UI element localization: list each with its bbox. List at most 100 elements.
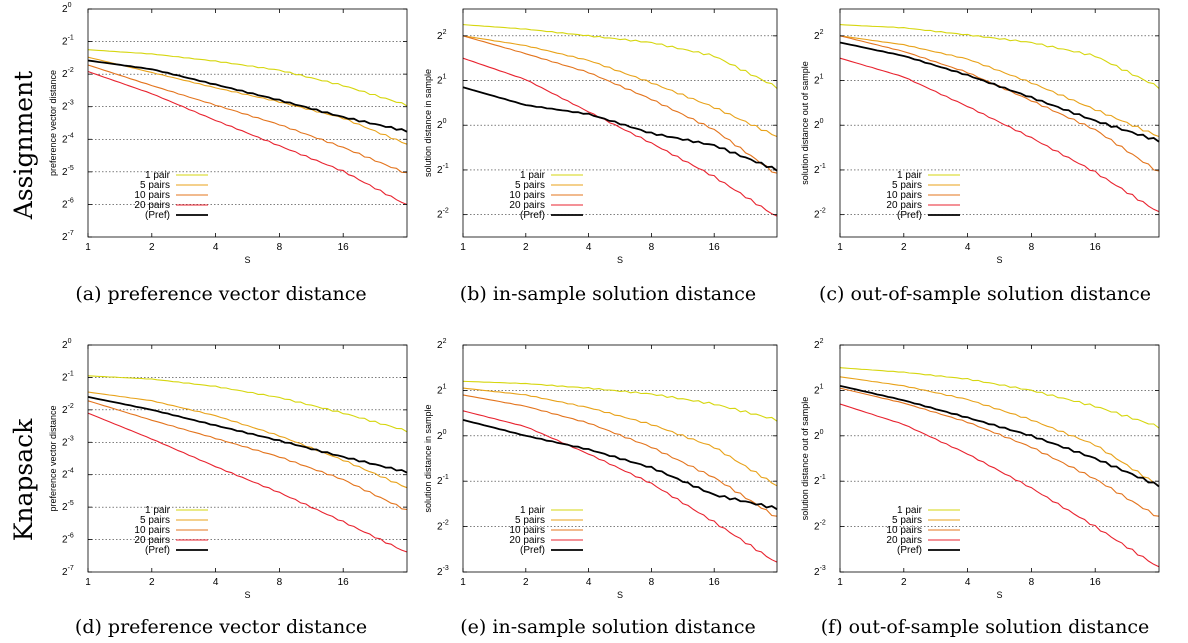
plot-frame <box>839 8 1160 238</box>
series-line-10-pairs <box>839 387 1160 517</box>
x-tick-label: 16 <box>1090 242 1102 253</box>
y-tick-label: 22 <box>814 338 824 351</box>
y-tick-label: 20 <box>437 118 447 131</box>
x-tick-label: 1 <box>460 577 466 588</box>
series-line-5-pairs <box>839 376 1160 487</box>
y-tick-label: 21 <box>437 74 447 87</box>
legend-label: 10 pairs <box>886 525 922 536</box>
legend-label: 5 pairs <box>892 180 922 191</box>
legend-label: (Pref) <box>897 545 922 556</box>
y-tick-label: 2-3 <box>62 100 74 113</box>
plot-frame <box>87 344 408 573</box>
series-line--pref- <box>462 86 778 172</box>
x-tick-label: 4 <box>586 577 592 588</box>
y-tick-label: 2-5 <box>62 500 74 513</box>
x-axis-label: S <box>244 590 250 600</box>
y-tick-label: 2-2 <box>814 208 826 221</box>
series-line-5-pairs <box>87 56 408 145</box>
legend-label: 10 pairs <box>509 190 545 201</box>
legend-label: 20 pairs <box>886 535 922 546</box>
y-tick-label: 21 <box>814 383 824 396</box>
x-axis-label: S <box>244 255 250 265</box>
series-line-1-pair <box>462 24 778 89</box>
caption-f: (f) out-of-sample solution distance <box>821 616 1149 638</box>
y-axis-label: solution distance out of sample <box>800 397 810 521</box>
legend-label: 20 pairs <box>134 535 170 546</box>
y-tick-label: 2-7 <box>62 230 74 243</box>
series-line-5-pairs <box>87 391 408 489</box>
series-line-10-pairs <box>839 35 1160 172</box>
legend-label: 5 pairs <box>892 515 922 526</box>
caption-a: (a) preference vector distance <box>75 283 366 305</box>
series-line-20-pairs <box>839 403 1160 568</box>
x-tick-label: 8 <box>1029 577 1035 588</box>
chart-panel-3: 1 2 4 8 16 S 20 2-1 2-2 2-3 2-4 2-5 2-6 2-7 preference… <box>48 338 408 600</box>
x-tick-label: 16 <box>709 577 721 588</box>
row-label-assignment: Assignment <box>9 71 38 220</box>
y-tick-label: 2-6 <box>62 197 74 210</box>
legend-label: 1 pair <box>897 505 923 516</box>
legend-label: 1 pair <box>145 170 171 181</box>
y-axis-label: solution distance out of sample <box>800 61 810 185</box>
x-tick-label: 4 <box>213 242 219 253</box>
series-line-1-pair <box>87 375 408 433</box>
x-tick-label: 2 <box>149 242 155 253</box>
y-tick-label: 21 <box>814 74 824 87</box>
y-tick-label: 21 <box>437 383 447 396</box>
series-line-10-pairs <box>87 64 408 174</box>
caption-d: (d) preference vector distance <box>75 616 367 638</box>
y-tick-label: 2-4 <box>62 468 74 481</box>
x-tick-label: 2 <box>149 577 155 588</box>
x-tick-label: 1 <box>85 242 91 253</box>
x-tick-label: 4 <box>213 577 219 588</box>
y-tick-label: 2-1 <box>437 163 449 176</box>
y-tick-label: 22 <box>437 29 447 42</box>
legend-label: (Pref) <box>145 545 170 556</box>
y-tick-label: 2-2 <box>437 520 449 533</box>
series-line-10-pairs <box>87 400 408 511</box>
y-tick-label: 2-2 <box>814 520 826 533</box>
legend-label: (Pref) <box>145 210 170 221</box>
series-line-20-pairs <box>462 410 778 563</box>
y-tick-label: 2-4 <box>62 132 74 145</box>
x-tick-label: 1 <box>460 242 466 253</box>
y-tick-label: 2-1 <box>62 370 74 383</box>
legend-label: 5 pairs <box>515 180 545 191</box>
x-tick-label: 16 <box>1090 577 1102 588</box>
x-tick-label: 2 <box>523 242 529 253</box>
series-line-20-pairs <box>462 57 778 217</box>
x-tick-label: 16 <box>338 242 350 253</box>
chart-panel-1: 1 2 4 8 16 S 22 21 20 2-1 2-2 solution distance in … <box>423 8 778 265</box>
legend-label: (Pref) <box>520 210 545 221</box>
series-line-1-pair <box>87 49 408 107</box>
legend-label: 5 pairs <box>140 180 170 191</box>
x-tick-label: 1 <box>837 242 843 253</box>
series-line-1-pair <box>462 380 778 422</box>
x-tick-label: 2 <box>901 242 907 253</box>
x-tick-label: 8 <box>649 242 655 253</box>
x-tick-label: 16 <box>338 577 350 588</box>
x-tick-label: 4 <box>965 242 971 253</box>
legend-label: 1 pair <box>145 505 171 516</box>
chart-panel-5: 1 2 4 8 16 S 22 21 20 2-1 2-2 2-3 solution distance … <box>800 338 1160 600</box>
legend-label: (Pref) <box>897 210 922 221</box>
series-line--pref- <box>87 396 408 474</box>
y-axis-label: preference vector distance <box>48 405 58 511</box>
y-tick-label: 2-3 <box>814 565 826 578</box>
x-tick-label: 4 <box>965 577 971 588</box>
chart-panel-4: 1 2 4 8 16 S 22 21 20 2-1 2-2 2-3 solution distance … <box>423 338 778 600</box>
legend-label: 1 pair <box>897 170 923 181</box>
x-tick-label: 1 <box>85 577 91 588</box>
legend-label: 10 pairs <box>509 525 545 536</box>
x-tick-label: 4 <box>586 242 592 253</box>
y-tick-label: 2-1 <box>814 474 826 487</box>
series-line--pref- <box>462 419 778 511</box>
series-line--pref- <box>87 59 408 133</box>
y-tick-label: 20 <box>62 338 72 351</box>
y-tick-label: 2-6 <box>62 533 74 546</box>
series-line-1-pair <box>839 24 1160 89</box>
chart-panel-2: 1 2 4 8 16 S 22 21 20 2-1 2-2 solution distance out… <box>800 8 1160 265</box>
series-line-5-pairs <box>462 387 778 487</box>
x-tick-label: 8 <box>277 577 283 588</box>
